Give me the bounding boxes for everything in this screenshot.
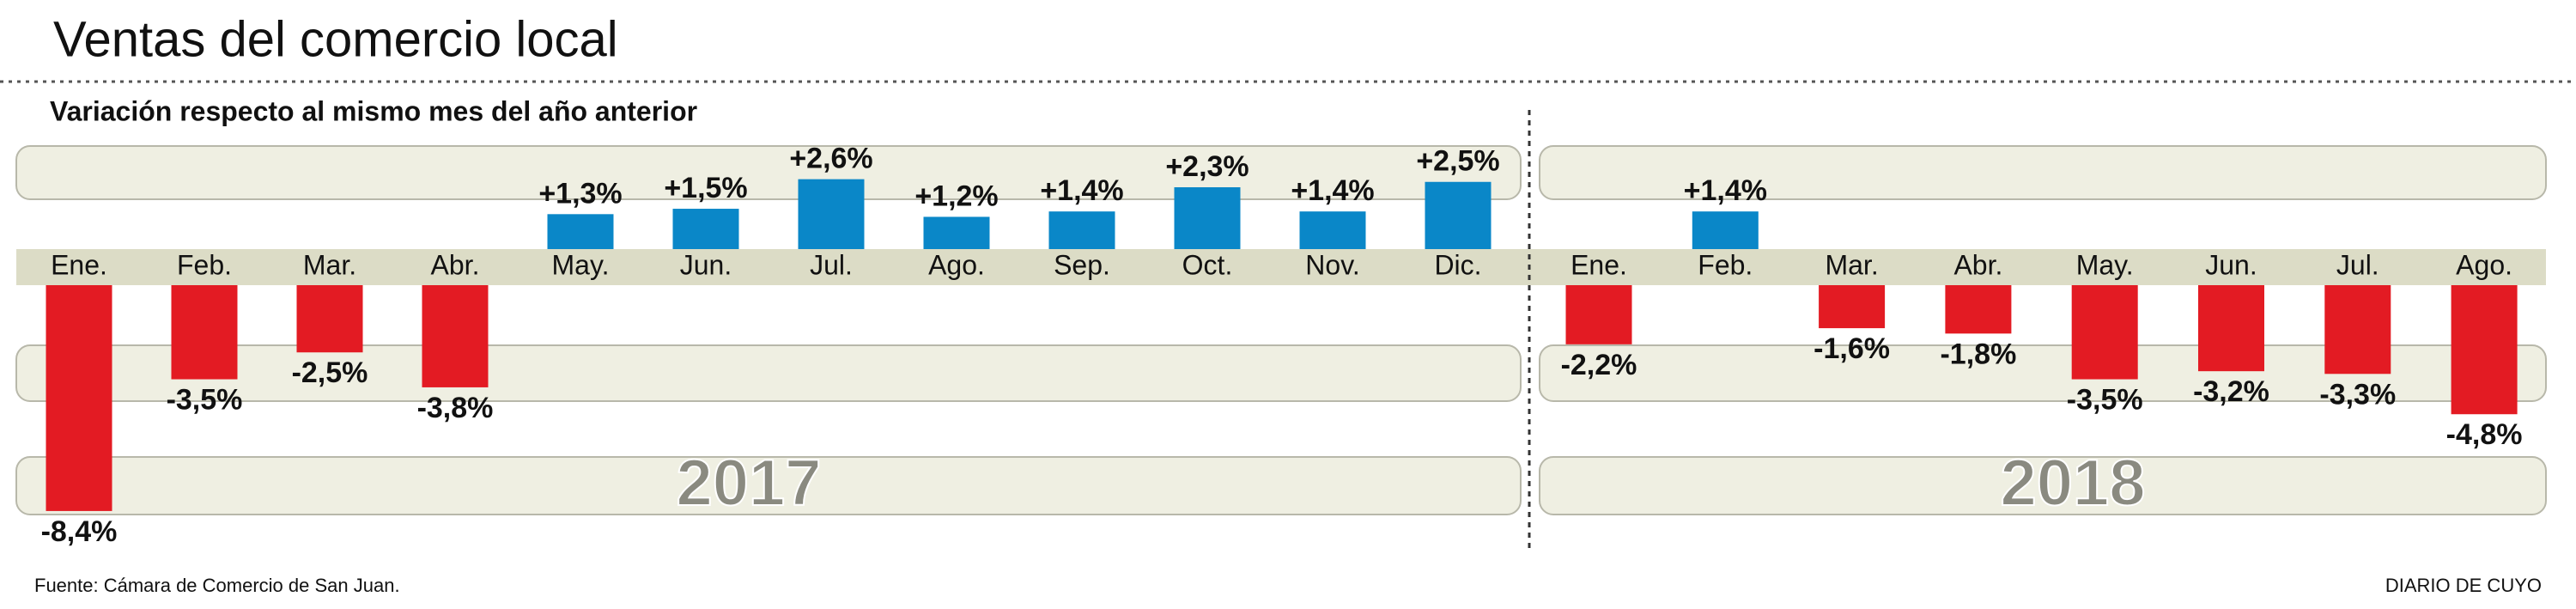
source: Fuente: Cámara de Comercio de San Juan. [34,575,400,596]
x-tick-label: Ene. [51,249,107,280]
bar [1945,285,2012,334]
x-tick-label: Abr. [431,249,480,280]
value-label: -3,5% [2067,384,2143,417]
bar [672,209,739,249]
x-tick-label: Ago. [928,249,985,280]
x-tick-label: Jul. [810,249,853,280]
value-label: -3,5% [167,384,243,417]
value-label: -1,6% [1814,332,1890,365]
bar [923,216,990,249]
x-tick-label: Jun. [2205,249,2257,280]
value-label: +2,3% [1165,150,1249,183]
value-label: +1,2% [914,180,998,212]
value-label: -2,5% [292,356,368,389]
value-label: -3,8% [417,392,494,424]
value-label: +2,6% [789,143,872,175]
bar [798,179,865,249]
bar [1174,187,1241,249]
year-label: 2018 [2000,447,2145,520]
x-tick-label: Mar. [303,249,356,280]
x-tick-label: Ago. [2456,249,2512,280]
year-label: 2017 [676,447,821,520]
x-tick-label: Oct. [1182,249,1233,280]
bar [547,214,614,249]
bar [1048,211,1115,249]
value-label: +1,4% [1291,174,1374,207]
value-label: +1,3% [538,177,622,210]
bar [1692,211,1759,249]
bar [1299,211,1366,249]
value-label: +1,4% [1684,174,1767,207]
x-tick-label: Feb. [1698,249,1753,280]
bar [46,285,112,511]
value-label: -2,2% [1561,349,1637,381]
bar [171,285,238,380]
x-tick-label: Ene. [1571,249,1627,280]
value-label: -3,3% [2319,378,2396,411]
x-tick-label: Mar. [1825,249,1878,280]
bar [2071,285,2138,380]
x-tick-label: May. [552,249,610,280]
x-tick-label: Nov. [1305,249,1359,280]
x-tick-label: Dic. [1434,249,1481,280]
x-tick-label: Feb. [177,249,232,280]
brand: DIARIO DE CUYO [2385,575,2542,596]
bar [296,285,363,353]
x-tick-label: Sep. [1054,249,1110,280]
value-label: -3,2% [2193,375,2269,408]
bar [1565,285,1632,344]
bar [2198,285,2264,372]
bar [422,285,489,387]
background-bands [15,145,2547,515]
bar [1819,285,1886,329]
bar [2324,285,2391,375]
bar [2451,285,2518,415]
title: Ventas del comercio local [53,11,618,67]
category-band [16,249,2546,285]
value-label: -1,8% [1940,338,2016,370]
bar [1425,181,1492,249]
value-label: +2,5% [1416,145,1499,178]
subtitle: Variación respecto al mismo mes del año … [50,95,697,126]
x-tick-label: Jun. [680,249,732,280]
x-tick-label: Abr. [1953,249,2002,280]
x-tick-label: Jul. [2336,249,2379,280]
value-label: -8,4% [41,515,118,548]
x-tick-label: May. [2076,249,2134,280]
value-label: -4,8% [2446,418,2523,451]
value-label: +1,5% [664,172,747,204]
value-label: +1,4% [1040,174,1123,207]
